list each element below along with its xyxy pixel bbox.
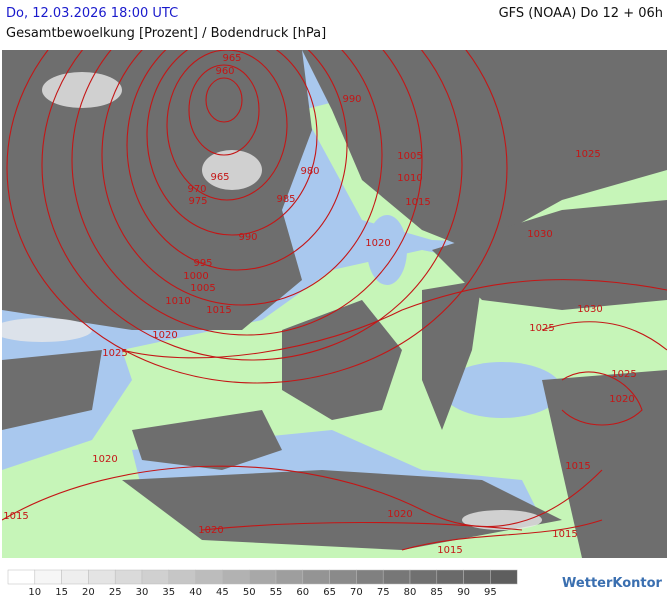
isobar-label: 970	[187, 184, 206, 195]
legend-label: 65	[323, 587, 336, 598]
isobar-label: 1005	[397, 151, 422, 162]
legend-label: 60	[296, 587, 309, 598]
legend-label: 20	[82, 587, 95, 598]
legend-swatch	[114, 569, 143, 585]
legend-swatch	[61, 569, 89, 585]
legend-swatch	[409, 569, 438, 585]
isobar-label: 1025	[575, 149, 600, 160]
isobars	[2, 50, 667, 551]
isobar-label: 980	[300, 166, 319, 177]
isobar-label: 975	[188, 196, 207, 207]
isobar-label: 1015	[206, 305, 231, 316]
datetime: Do, 12.03.2026 18:00 UTC	[6, 6, 179, 21]
isobar-label: 1015	[437, 545, 462, 556]
legend-swatch	[275, 569, 304, 585]
isobar-label: 1010	[397, 173, 422, 184]
legend-label: 30	[136, 587, 149, 598]
legend: 10 15 20 25 30 35 40 45 50 55 60 65 70 75 80 85 90 95 Wet…	[7, 569, 663, 598]
isobar-label: 1025	[611, 369, 636, 380]
legend-swatch	[195, 569, 223, 585]
legend-swatch	[463, 569, 491, 585]
legend-label: 15	[55, 587, 68, 598]
legend-label: 90	[457, 587, 470, 598]
legend-label: 10	[28, 587, 41, 598]
isobar-label: 1020	[92, 454, 117, 465]
isobar-label: 1015	[552, 529, 577, 540]
legend-swatch	[248, 569, 277, 585]
legend-label: 50	[243, 587, 256, 598]
logo: WetterKontor	[562, 576, 663, 591]
legend-label: 80	[404, 587, 417, 598]
isobar-label: 960	[215, 66, 234, 77]
map-title: Gesamtbewoelkung [Prozent] / Bodendruck …	[6, 26, 327, 41]
legend-label: 85	[430, 587, 443, 598]
legend-swatch	[7, 569, 36, 585]
legend-swatch	[329, 569, 357, 585]
legend-label: 40	[189, 587, 202, 598]
isobar-label: 1020	[387, 509, 412, 520]
legend-label: 95	[484, 587, 497, 598]
cloud-cover	[2, 50, 667, 558]
isobar-label: 1020	[609, 394, 634, 405]
legend-swatch	[490, 569, 518, 585]
isobar-label: 1025	[102, 348, 127, 359]
legend-swatch	[356, 569, 384, 585]
isobar-label: 1020	[365, 238, 390, 249]
legend-swatch	[88, 569, 116, 585]
isobar-label: 1030	[577, 304, 602, 315]
legend-label: 70	[350, 587, 363, 598]
isobar-label: 965	[222, 53, 241, 64]
legend-label: 45	[216, 587, 229, 598]
legend-swatch	[34, 569, 62, 585]
legend-label: 25	[109, 587, 122, 598]
legend-label: 55	[270, 587, 283, 598]
isobar-label: 1010	[165, 296, 190, 307]
isobar-label: 985	[276, 194, 295, 205]
legend-swatch	[168, 569, 196, 585]
isobar-label: 995	[193, 258, 212, 269]
legend-swatch	[222, 569, 250, 585]
legend-label: 75	[377, 587, 390, 598]
legend-swatch	[141, 569, 170, 585]
isobar-label: 1000	[183, 271, 208, 282]
isobar-label: 990	[342, 94, 361, 105]
isobar-label: 1030	[527, 229, 552, 240]
isobar-label: 1015	[565, 461, 590, 472]
legend-swatch	[382, 569, 411, 585]
isobar-label: 1015	[3, 511, 28, 522]
legend-swatch	[436, 569, 464, 585]
model-info: GFS (NOAA) Do 12 + 06h	[498, 6, 663, 21]
legend-label: 35	[162, 587, 175, 598]
legend-swatch	[302, 569, 330, 585]
isobar-label: 965	[210, 172, 229, 183]
isobar-label: 1015	[405, 197, 430, 208]
isobar-label: 1020	[152, 330, 177, 341]
isobar-label: 990	[238, 232, 257, 243]
isobar-label: 1005	[190, 283, 215, 294]
isobar-label: 1025	[529, 323, 554, 334]
isobar-label: 1020	[198, 525, 223, 536]
